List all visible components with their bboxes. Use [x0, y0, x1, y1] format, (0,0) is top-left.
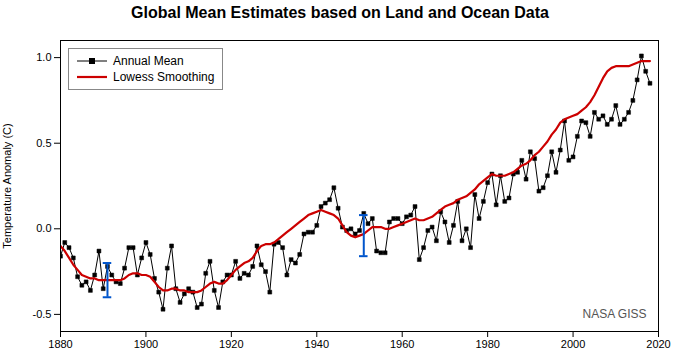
svg-text:2000: 2000: [561, 338, 585, 350]
svg-text:1880: 1880: [48, 338, 72, 350]
html-text:Lowess Smoothing: Lowess Smoothing: [113, 70, 215, 84]
html-text:Global Mean Estimates based on: Global Mean Estimates based on Land and …: [131, 4, 549, 21]
svg-text:1940: 1940: [305, 338, 329, 350]
svg-text:0.0: 0.0: [36, 222, 51, 234]
svg-text:1.0: 1.0: [36, 51, 51, 63]
svg-text:2020: 2020: [646, 338, 670, 350]
svg-text:1920: 1920: [219, 338, 243, 350]
html-text:Annual Mean: Annual Mean: [113, 54, 184, 68]
svg-text:1980: 1980: [475, 338, 499, 350]
svg-text:1960: 1960: [390, 338, 414, 350]
svg-text:1900: 1900: [134, 338, 158, 350]
svg-text:NASA GISS: NASA GISS: [582, 307, 646, 321]
svg-text:0.5: 0.5: [36, 137, 51, 149]
svg-text:Temperature Anomaly (C): Temperature Anomaly (C): [1, 123, 13, 248]
svg-text:-0.5: -0.5: [33, 308, 52, 320]
